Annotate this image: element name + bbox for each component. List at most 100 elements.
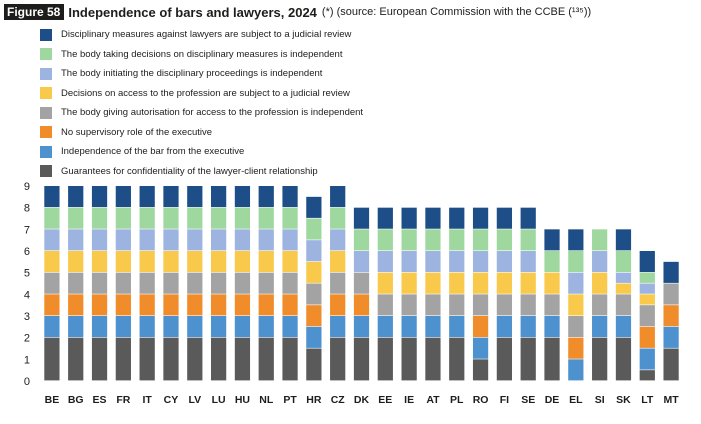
x-tick-label: RO (473, 394, 489, 406)
bar-segment (449, 316, 465, 338)
bar-segment (520, 251, 536, 273)
figure-title-row: Figure 58 Independence of bars and lawye… (4, 3, 591, 21)
bar-segment (139, 186, 155, 208)
x-tick-label: EL (569, 394, 583, 406)
bar-segment (353, 337, 370, 381)
bar-segment (472, 359, 489, 381)
bar-segment (234, 337, 251, 381)
legend-item: Disciplinary measures against lawyers ar… (40, 25, 363, 45)
bar-segment (163, 272, 179, 294)
bar-segment (234, 316, 251, 338)
x-tick-label: ES (93, 394, 107, 406)
bar-segment (187, 207, 203, 229)
x-tick-label: PT (283, 394, 297, 406)
bar-segment (258, 251, 274, 273)
bar-segment (91, 229, 108, 251)
bar-segment (187, 229, 203, 251)
bar-segment (663, 283, 679, 305)
bar-segment (163, 207, 179, 229)
x-tick-label: FI (500, 394, 509, 406)
bar-segment (544, 251, 560, 273)
bar-segment (544, 272, 560, 294)
bar-segment (115, 337, 131, 381)
y-tick-label: 5 (24, 268, 30, 280)
bar-segment (115, 316, 131, 338)
legend-label: The body initiating the disciplinary pro… (61, 68, 323, 80)
legend-label: Disciplinary measures against lawyers ar… (61, 29, 352, 41)
x-tick-label: LV (188, 394, 201, 406)
y-tick-label: 3 (24, 311, 30, 323)
figure-badge: Figure 58 (4, 4, 65, 20)
bar-segment (210, 272, 227, 294)
bar-segment (282, 207, 298, 229)
bar-segment (163, 229, 179, 251)
bar-segment (306, 305, 322, 327)
bar-segment (306, 283, 322, 305)
bar-segment (44, 294, 60, 316)
bar-segment (91, 272, 108, 294)
bar-segment (163, 294, 179, 316)
bar-segment (306, 348, 322, 381)
bar-segment (615, 272, 632, 283)
legend-item: The body giving autorisation for access … (40, 103, 363, 123)
bar-segment (353, 294, 370, 316)
bar-segment (401, 337, 417, 381)
legend-swatch (40, 145, 52, 158)
bar-segment (449, 272, 465, 294)
bar-segment (639, 294, 655, 305)
bar-segment (187, 186, 203, 208)
x-tick-label: MT (664, 394, 680, 406)
bar-segment (163, 186, 179, 208)
x-tick-label: CY (164, 394, 179, 406)
legend-label: Guarantees for confidentiality of the la… (61, 165, 318, 177)
bar-segment (139, 294, 155, 316)
x-tick-label: DE (545, 394, 560, 406)
bar-segment (91, 251, 108, 273)
x-tick-label: FR (116, 394, 130, 406)
bar-segment (139, 272, 155, 294)
legend-label: The body taking decisions on disciplinar… (61, 48, 343, 60)
bar-segment (496, 229, 513, 251)
bar-segment (544, 316, 560, 338)
bar-segment (401, 316, 417, 338)
bar-segment (210, 251, 227, 273)
bar-segment (377, 294, 393, 316)
bar-segment (472, 229, 489, 251)
x-tick-label: BG (68, 394, 84, 406)
bar-segment (592, 316, 608, 338)
bar-segment (353, 272, 370, 294)
bar-segment (568, 294, 584, 316)
bar-segment (258, 186, 274, 208)
bar-segment (91, 294, 108, 316)
bar-segment (568, 272, 584, 294)
bar-segment (639, 305, 655, 327)
x-tick-label: SE (521, 394, 535, 406)
y-tick-label: 6 (24, 246, 30, 258)
bar-segment (139, 229, 155, 251)
bar-segment (306, 261, 322, 283)
bar-segment (520, 316, 536, 338)
bar-segment (472, 337, 489, 359)
bar-segment (472, 294, 489, 316)
bar-segment (258, 229, 274, 251)
bar-segment (520, 207, 536, 229)
bar-segment (68, 316, 84, 338)
bar-segment (330, 229, 346, 251)
bar-segment (472, 207, 489, 229)
bar-segment (330, 316, 346, 338)
bar-segment (163, 337, 179, 381)
bar-segment (472, 316, 489, 338)
x-tick-label: IT (142, 394, 152, 406)
bar-segment (425, 207, 441, 229)
bar-segment (68, 294, 84, 316)
bar-segment (615, 316, 632, 338)
bar-segment (210, 207, 227, 229)
bar-segment (330, 251, 346, 273)
bar-segment (425, 272, 441, 294)
bar-segment (592, 272, 608, 294)
bar-segment (306, 196, 322, 218)
bar-segment (234, 229, 251, 251)
bar-segment (425, 337, 441, 381)
bar-segment (210, 229, 227, 251)
bar-segment (68, 229, 84, 251)
